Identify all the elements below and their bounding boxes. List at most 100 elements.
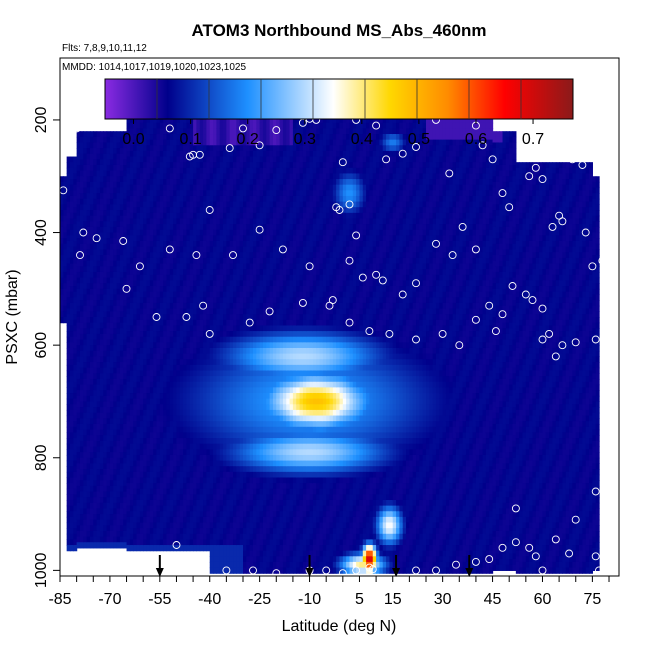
heat-cell	[186, 331, 191, 338]
heat-cell	[243, 246, 247, 253]
heat-cell	[183, 229, 188, 236]
heat-cell	[83, 226, 88, 234]
heat-cell	[256, 117, 261, 124]
heat-cell	[93, 311, 98, 318]
heat-cell	[183, 156, 188, 163]
heat-cell	[209, 539, 214, 546]
heat-cell	[109, 198, 114, 205]
heat-cell	[126, 426, 131, 434]
heat-cell	[133, 139, 138, 146]
heat-cell	[73, 471, 78, 479]
heat-cell	[269, 207, 274, 214]
heat-cell	[73, 415, 78, 422]
heat-cell	[179, 291, 184, 298]
heat-cell	[193, 325, 198, 332]
heat-cell	[159, 269, 164, 276]
heat-cell	[113, 164, 118, 172]
heat-cell	[73, 381, 78, 388]
heat-cell	[173, 359, 178, 366]
heat-cell	[166, 179, 171, 186]
heat-cell	[119, 457, 124, 464]
heat-cell	[226, 134, 231, 141]
heat-cell	[169, 359, 174, 366]
heat-cell	[109, 148, 114, 155]
heat-cell	[189, 195, 194, 203]
heat-cell	[173, 269, 178, 276]
heat-cell	[249, 167, 254, 175]
heat-cell	[233, 398, 237, 405]
heat-cell	[159, 443, 164, 450]
heat-cell	[119, 350, 124, 358]
heat-cell	[262, 421, 267, 428]
heat-cell	[173, 117, 178, 124]
heat-cell	[249, 550, 254, 557]
heat-cell	[196, 274, 201, 281]
heat-cell	[256, 528, 261, 535]
heat-cell	[269, 449, 274, 456]
heat-cell	[133, 505, 138, 512]
heat-cell	[83, 412, 88, 419]
heat-cell	[249, 567, 254, 574]
heat-cell	[133, 319, 138, 327]
heat-cell	[206, 466, 211, 473]
heat-cell	[269, 432, 274, 439]
heat-cell	[196, 308, 201, 315]
heat-cell	[60, 204, 64, 211]
heat-cell	[256, 421, 261, 428]
heat-cell	[209, 145, 214, 152]
heat-cell	[103, 210, 108, 217]
heat-cell	[126, 156, 131, 163]
heat-cell	[149, 398, 154, 405]
heat-cell	[143, 398, 148, 405]
heat-cell	[193, 167, 198, 175]
heat-cell	[239, 286, 244, 293]
heat-cell	[103, 238, 108, 245]
heat-cell	[262, 347, 267, 355]
heat-cell	[266, 567, 271, 574]
heat-cell	[219, 353, 224, 360]
heat-cell	[216, 218, 221, 225]
heat-cell	[203, 280, 208, 287]
heat-cell	[199, 545, 204, 552]
heat-cell	[116, 148, 121, 155]
heat-cell	[163, 471, 168, 479]
heat-cell	[103, 497, 108, 504]
heat-cell	[166, 190, 171, 197]
heat-cell	[123, 463, 128, 470]
heat-cell	[249, 280, 254, 287]
heat-cell	[116, 215, 121, 222]
heat-cell	[223, 207, 227, 214]
heat-cell	[96, 243, 101, 251]
heat-cell	[189, 162, 194, 169]
heat-cell	[256, 297, 261, 304]
heat-cell	[176, 353, 181, 360]
heat-cell	[203, 353, 208, 360]
heat-cell	[213, 179, 217, 186]
heat-cell	[169, 167, 174, 175]
heat-cell	[269, 145, 274, 152]
heat-cell	[76, 131, 81, 138]
heat-cell	[156, 167, 161, 175]
heat-cell	[216, 229, 221, 236]
heat-cell	[119, 159, 124, 166]
heat-cell	[119, 311, 124, 318]
heat-cell	[106, 311, 111, 318]
heat-cell	[266, 449, 271, 456]
heat-cell	[173, 477, 178, 484]
heat-cell	[186, 387, 191, 394]
heat-cell	[259, 179, 264, 186]
heat-cell	[89, 322, 94, 329]
heat-cell	[89, 328, 94, 335]
heat-cell	[119, 136, 124, 144]
heat-cell	[272, 167, 277, 175]
heat-cell	[243, 494, 247, 501]
heat-cell	[226, 319, 231, 327]
heat-cell	[169, 229, 174, 236]
heat-cell	[262, 460, 267, 467]
heat-cell	[123, 260, 128, 267]
heat-cell	[129, 207, 134, 214]
heat-cell	[239, 134, 244, 141]
heat-cell	[249, 229, 254, 236]
heat-cell	[109, 164, 114, 172]
heat-cell	[146, 533, 151, 540]
